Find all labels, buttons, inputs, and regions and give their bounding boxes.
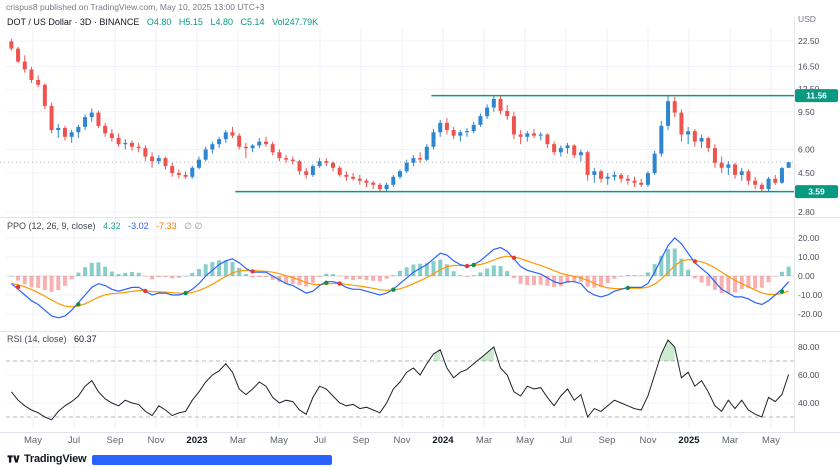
ppo-axis-label: -10.00 (798, 290, 822, 300)
ohlc-open: O4.80 (146, 17, 172, 27)
ohlc-high: H5.15 (178, 17, 203, 27)
ppo-empty-plots: ∅ ∅ (184, 221, 203, 231)
rsi-line (11, 339, 790, 421)
ohlc-close: C5.14 (240, 17, 265, 27)
rsi-axis-label: 40.00 (798, 398, 820, 408)
rsi-overbought-fill (433, 340, 675, 361)
time-axis-separator (0, 432, 840, 433)
ppo-histogram (9, 248, 791, 294)
time-axis-label: Nov (639, 435, 657, 446)
pane-separator[interactable] (0, 331, 840, 332)
footer-bar: TradingView (0, 451, 840, 467)
time-axis-label: 2025 (678, 435, 700, 446)
rsi-legend[interactable]: RSI (14, close) 60.37 (7, 334, 102, 344)
time-axis-label: 2024 (432, 435, 454, 446)
time-axis-label: Nov (393, 435, 411, 446)
blue-bar (92, 455, 332, 465)
price-level-badge-value: 3.59 (808, 187, 825, 197)
ppo-line (11, 237, 790, 319)
ppo-line-value: -3.02 (128, 221, 149, 231)
time-axis-label: Sep (352, 435, 370, 446)
time-axis-label: Jul (559, 435, 573, 446)
support-ray: 3.59 (235, 185, 838, 199)
ppo-legend[interactable]: PPO (12, 26, 9, close) 4.32 -3.02 -7.33 … (7, 221, 207, 232)
price-axis-label: 6.00 (798, 144, 815, 154)
rsi-axis-label: 60.00 (798, 370, 820, 380)
ppo-signal-line (11, 255, 789, 308)
time-axis-label: May (516, 435, 534, 446)
time-axis-label: Jul (67, 435, 81, 446)
price-level-badge (795, 185, 838, 199)
price-axis-currency: USD (798, 14, 816, 24)
price-level-badge-value: 11.56 (806, 91, 827, 101)
time-axis-label: Nov (147, 435, 165, 446)
time-axis-label: Jul (313, 435, 327, 446)
ppo-signal-value: -7.33 (156, 221, 177, 231)
ppo-axis-label: 10.00 (798, 252, 820, 262)
ppo-axis-label: -20.00 (798, 309, 822, 319)
ppo-histogram-value: 4.32 (103, 221, 121, 231)
volume-value: Vol247.79K (272, 17, 319, 27)
rsi-axis-label: 80.00 (798, 342, 820, 352)
resistance-ray: 11.56 (431, 89, 838, 103)
main-series-legend[interactable]: DOT / US Dollar · 3D · BINANCE O4.80 H5.… (7, 17, 323, 27)
price-axis-label: 16.50 (798, 61, 820, 71)
symbol-title: DOT / US Dollar · 3D · BINANCE (7, 17, 140, 27)
time-axis-label: May (762, 435, 780, 446)
time-axis-label: 2023 (186, 435, 208, 446)
time-axis-label: Mar (475, 435, 493, 446)
price-axis-label: 9.50 (798, 107, 815, 117)
tradingview-wordmark: TradingView (24, 453, 87, 465)
ppo-title: PPO (12, 26, 9, close) (7, 221, 96, 231)
published-byline: crispus8 published on TradingView.com, M… (6, 2, 265, 12)
grid-lines: 22.5016.5012.509.506.004.502.80USD20.001… (0, 14, 822, 428)
tradingview-logo-icon (7, 455, 20, 463)
time-axis-label: May (270, 435, 288, 446)
price-level-badge (795, 89, 838, 103)
time-axis[interactable]: May Jul Sep Nov 2023 Mar May Jul Sep Nov 2024 Mar Ma… (0, 435, 794, 449)
tradingview-logo[interactable]: TradingView (7, 453, 87, 465)
candlestick-series (9, 38, 791, 192)
ppo-axis-label: 0.00 (798, 271, 815, 281)
ppo-cross-markers (15, 255, 785, 307)
rsi-title: RSI (14, close) (7, 334, 67, 344)
price-axis-label: 22.50 (798, 36, 820, 46)
time-axis-label: Sep (598, 435, 616, 446)
time-axis-label: Mar (229, 435, 247, 446)
rsi-value: 60.37 (74, 334, 97, 344)
ppo-axis-label: 20.00 (798, 233, 820, 243)
time-axis-label: May (24, 435, 42, 446)
price-axis-separator (794, 16, 795, 432)
price-axis-label: 2.80 (798, 207, 815, 217)
pane-separator[interactable] (0, 217, 840, 218)
ohlc-low: L4.80 (210, 17, 233, 27)
time-axis-label: Mar (721, 435, 739, 446)
price-axis-label: 4.50 (798, 168, 815, 178)
time-axis-label: Sep (106, 435, 124, 446)
